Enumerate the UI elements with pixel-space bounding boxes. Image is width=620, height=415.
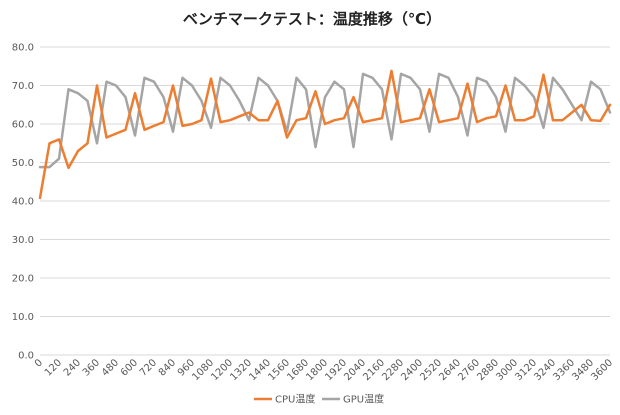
series-lines	[38, 69, 612, 200]
x-axis-tick-labels: 0120240360480600720840960108012001320144…	[33, 357, 615, 383]
y-tick-label: 30.0	[12, 235, 34, 246]
x-tick-label: 840	[157, 357, 178, 378]
y-tick-label: 40.0	[12, 197, 34, 208]
legend: CPU温度 GPU温度	[254, 393, 384, 406]
legend-label: GPU温度	[343, 393, 384, 406]
x-tick-label: 3600	[589, 357, 615, 383]
x-tick-label: 720	[138, 357, 159, 378]
y-tick-label: 80.0	[12, 43, 34, 54]
y-tick-label: 50.0	[12, 158, 34, 169]
y-tick-label: 0.0	[18, 351, 34, 362]
chart-title: ベンチマークテスト：温度推移（℃）	[183, 10, 441, 28]
y-tick-label: 10.0	[12, 312, 34, 323]
y-tick-label: 70.0	[12, 81, 34, 92]
x-tick-label: 600	[119, 357, 140, 378]
y-tick-label: 20.0	[12, 274, 34, 285]
series-line-gpu	[38, 72, 612, 169]
y-axis-tick-labels: 0.0 10.0 20.0 30.0 40.0 50.0 60.0 70.0 80.0	[12, 43, 34, 362]
gridlines	[40, 46, 610, 356]
x-tick-label: 120	[43, 357, 64, 378]
x-tick-label: 360	[81, 357, 102, 378]
x-tick-label: 0	[33, 357, 45, 369]
y-tick-label: 60.0	[12, 120, 34, 131]
series-line-cpu	[38, 69, 612, 200]
x-tick-label: 240	[62, 357, 83, 378]
x-tick-label: 480	[100, 357, 121, 378]
legend-label: CPU温度	[275, 393, 315, 406]
